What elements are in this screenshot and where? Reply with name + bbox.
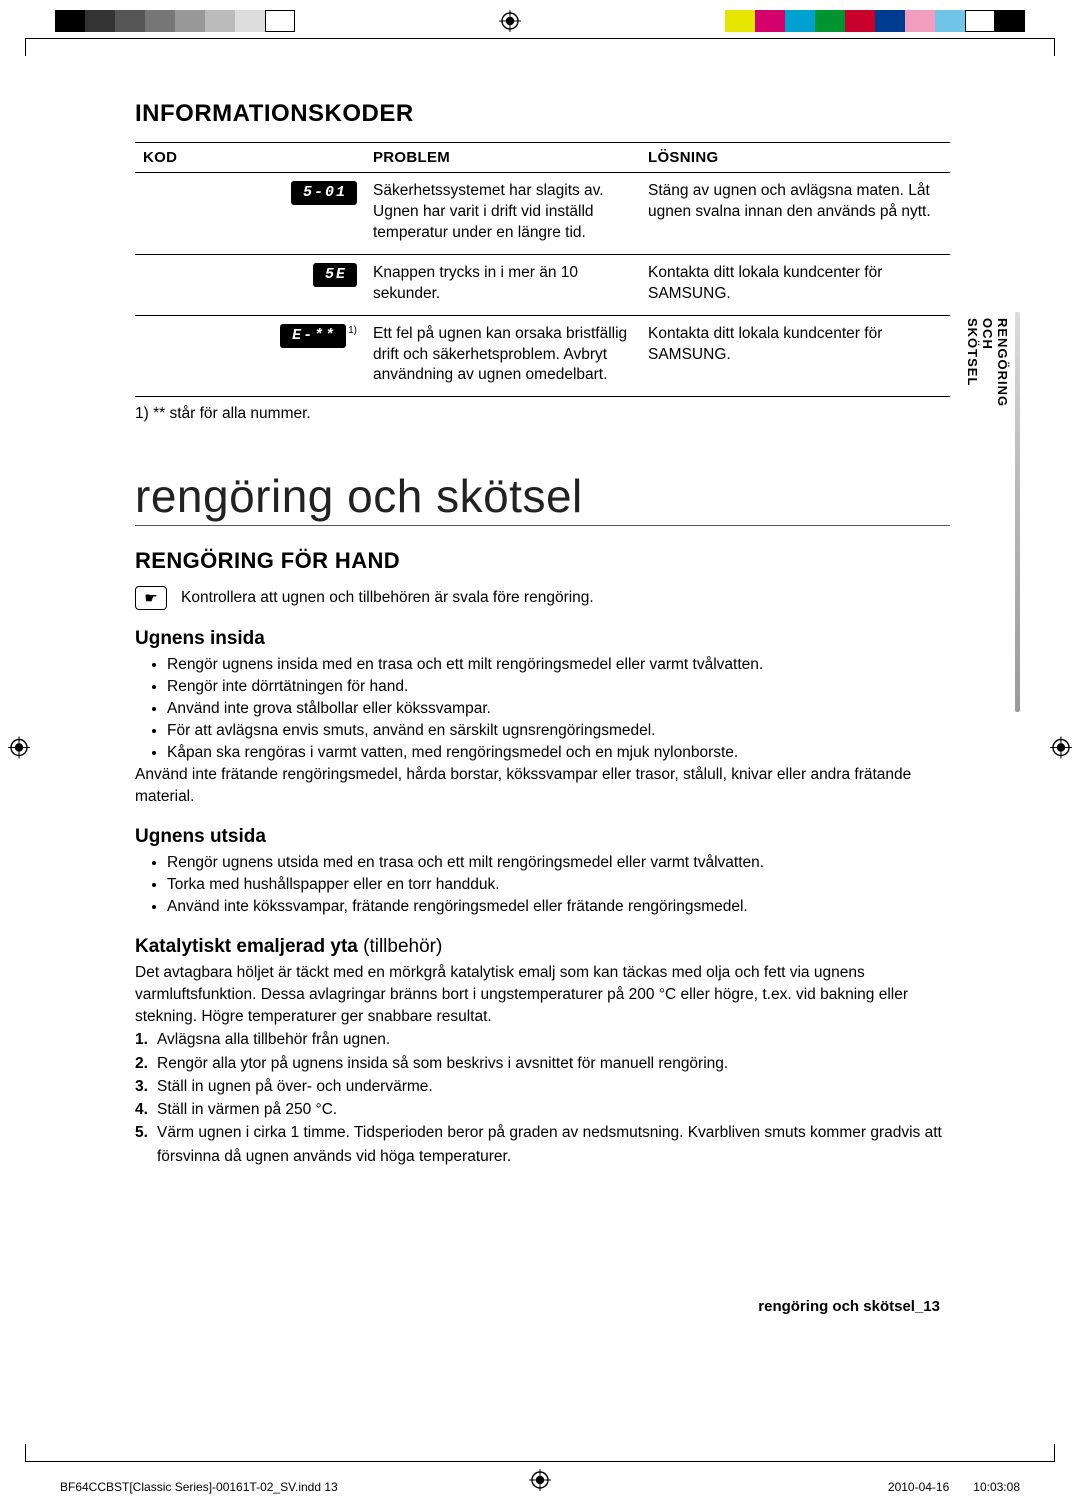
heading-hand-cleaning: RENGÖRING FÖR HAND	[135, 548, 950, 574]
note-callout: ☛ Kontrollera att ugnen och tillbehören …	[135, 586, 950, 610]
crop-rule-top	[25, 38, 1055, 39]
code-badge: 5E	[313, 263, 357, 287]
registration-mark-icon	[1050, 737, 1072, 764]
swatch	[935, 10, 965, 32]
inside-bullets: Rengör ugnens insida med en trasa och et…	[135, 654, 950, 764]
swatch	[905, 10, 935, 32]
list-item: För att avlägsna envis smuts, använd en …	[167, 720, 950, 742]
chapter-title: rengöring och skötsel	[135, 469, 950, 526]
swatch	[995, 10, 1025, 32]
list-item: Värm ugnen i cirka 1 timme. Tidsperioden…	[135, 1121, 950, 1168]
list-item: Torka med hushållspapper eller en torr h…	[167, 874, 950, 896]
inside-after-paragraph: Använd inte frätande rengöringsmedel, hå…	[135, 764, 950, 808]
code-footnote-ref: 1)	[348, 325, 357, 336]
crop-rule-bottom	[25, 1461, 1055, 1462]
cell-solution: Kontakta ditt lokala kundcenter för SAMS…	[640, 254, 950, 315]
code-badge: E-**	[280, 324, 346, 348]
swatch	[175, 10, 205, 32]
cell-solution: Stäng av ugnen och avlägsna maten. Låt u…	[640, 173, 950, 255]
cell-problem: Säkerhetssystemet har slagits av. Ugnen …	[365, 173, 640, 255]
table-footnote: 1) ** står för alla nummer.	[135, 405, 950, 423]
print-slug-line: BF64CCBST[Classic Series]-00161T-02_SV.i…	[60, 1480, 1020, 1494]
outside-bullets: Rengör ugnens utsida med en trasa och et…	[135, 852, 950, 918]
list-item: Ställ in värmen på 250 °C.	[135, 1098, 950, 1121]
swatch	[85, 10, 115, 32]
swatch	[145, 10, 175, 32]
swatch	[725, 10, 755, 32]
catalytic-steps: Avlägsna alla tillbehör från ugnen.Rengö…	[135, 1028, 950, 1168]
th-problem: PROBLEM	[365, 143, 640, 173]
list-item: Ställ in ugnen på över- och undervärme.	[135, 1075, 950, 1098]
heading-catalytic-bold: Katalytiskt emaljerad yta	[135, 936, 363, 957]
heading-information-codes: INFORMATIONSKODER	[135, 100, 950, 128]
table-row: E-**1) Ett fel på ugnen kan orsaka bristf…	[135, 315, 950, 397]
cell-problem: Knappen trycks in i mer än 10 sekunder.	[365, 254, 640, 315]
swatch	[265, 10, 295, 32]
list-item: Rengör ugnens utsida med en trasa och et…	[167, 852, 950, 874]
heading-inside: Ugnens insida	[135, 628, 950, 650]
slug-time: 10:03:08	[973, 1480, 1020, 1494]
swatch	[115, 10, 145, 32]
th-kod: KOD	[135, 143, 365, 173]
grayscale-swatches	[55, 10, 295, 32]
swatch	[875, 10, 905, 32]
slug-filename: BF64CCBST[Classic Series]-00161T-02_SV.i…	[60, 1480, 338, 1494]
code-badge: 5-01	[291, 181, 357, 205]
list-item: Rengör ugnens insida med en trasa och et…	[167, 654, 950, 676]
list-item: Rengör inte dörrtätningen för hand.	[167, 676, 950, 698]
list-item: Avlägsna alla tillbehör från ugnen.	[135, 1028, 950, 1051]
note-text: Kontrollera att ugnen och tillbehören är…	[181, 589, 594, 607]
list-item: Använd inte grova stålbollar eller kökss…	[167, 698, 950, 720]
page-content: INFORMATIONSKODER KOD PROBLEM LÖSNING 5-…	[135, 100, 950, 1168]
table-row: 5E Knappen trycks in i mer än 10 sekunder…	[135, 254, 950, 315]
swatch	[755, 10, 785, 32]
swatch	[55, 10, 85, 32]
registration-mark-icon	[499, 10, 521, 32]
swatch	[235, 10, 265, 32]
swatch	[205, 10, 235, 32]
list-item: Använd inte kökssvampar, frätande rengör…	[167, 896, 950, 918]
pointing-hand-icon: ☛	[135, 586, 167, 610]
cell-problem: Ett fel på ugnen kan orsaka bristfällig …	[365, 315, 640, 397]
swatch	[815, 10, 845, 32]
slug-date: 2010-04-16	[888, 1480, 949, 1494]
info-codes-table: KOD PROBLEM LÖSNING 5-01 Säkerhetssysteme…	[135, 142, 950, 397]
catalytic-intro: Det avtagbara höljet är täckt med en mör…	[135, 962, 950, 1028]
list-item: Rengör alla ytor på ugnens insida så som…	[135, 1052, 950, 1075]
printer-color-bar	[0, 10, 1080, 32]
swatch	[785, 10, 815, 32]
list-item: Kåpan ska rengöras i varmt vatten, med r…	[167, 742, 950, 764]
registration-mark-icon	[8, 737, 30, 764]
heading-catalytic: Katalytiskt emaljerad yta (tillbehör)	[135, 936, 950, 958]
swatch	[965, 10, 995, 32]
page-footer-label: rengöring och skötsel_13	[758, 1298, 940, 1315]
swatch	[845, 10, 875, 32]
heading-outside: Ugnens utsida	[135, 826, 950, 848]
th-losning: LÖSNING	[640, 143, 950, 173]
table-row: 5-01 Säkerhetssystemet har slagits av. Ug…	[135, 173, 950, 255]
color-swatches	[725, 10, 1025, 32]
section-tab-label: RENGÖRING OCH SKÖTSEL	[965, 318, 1010, 407]
heading-catalytic-light: (tillbehör)	[363, 936, 442, 957]
cell-solution: Kontakta ditt lokala kundcenter för SAMS…	[640, 315, 950, 397]
